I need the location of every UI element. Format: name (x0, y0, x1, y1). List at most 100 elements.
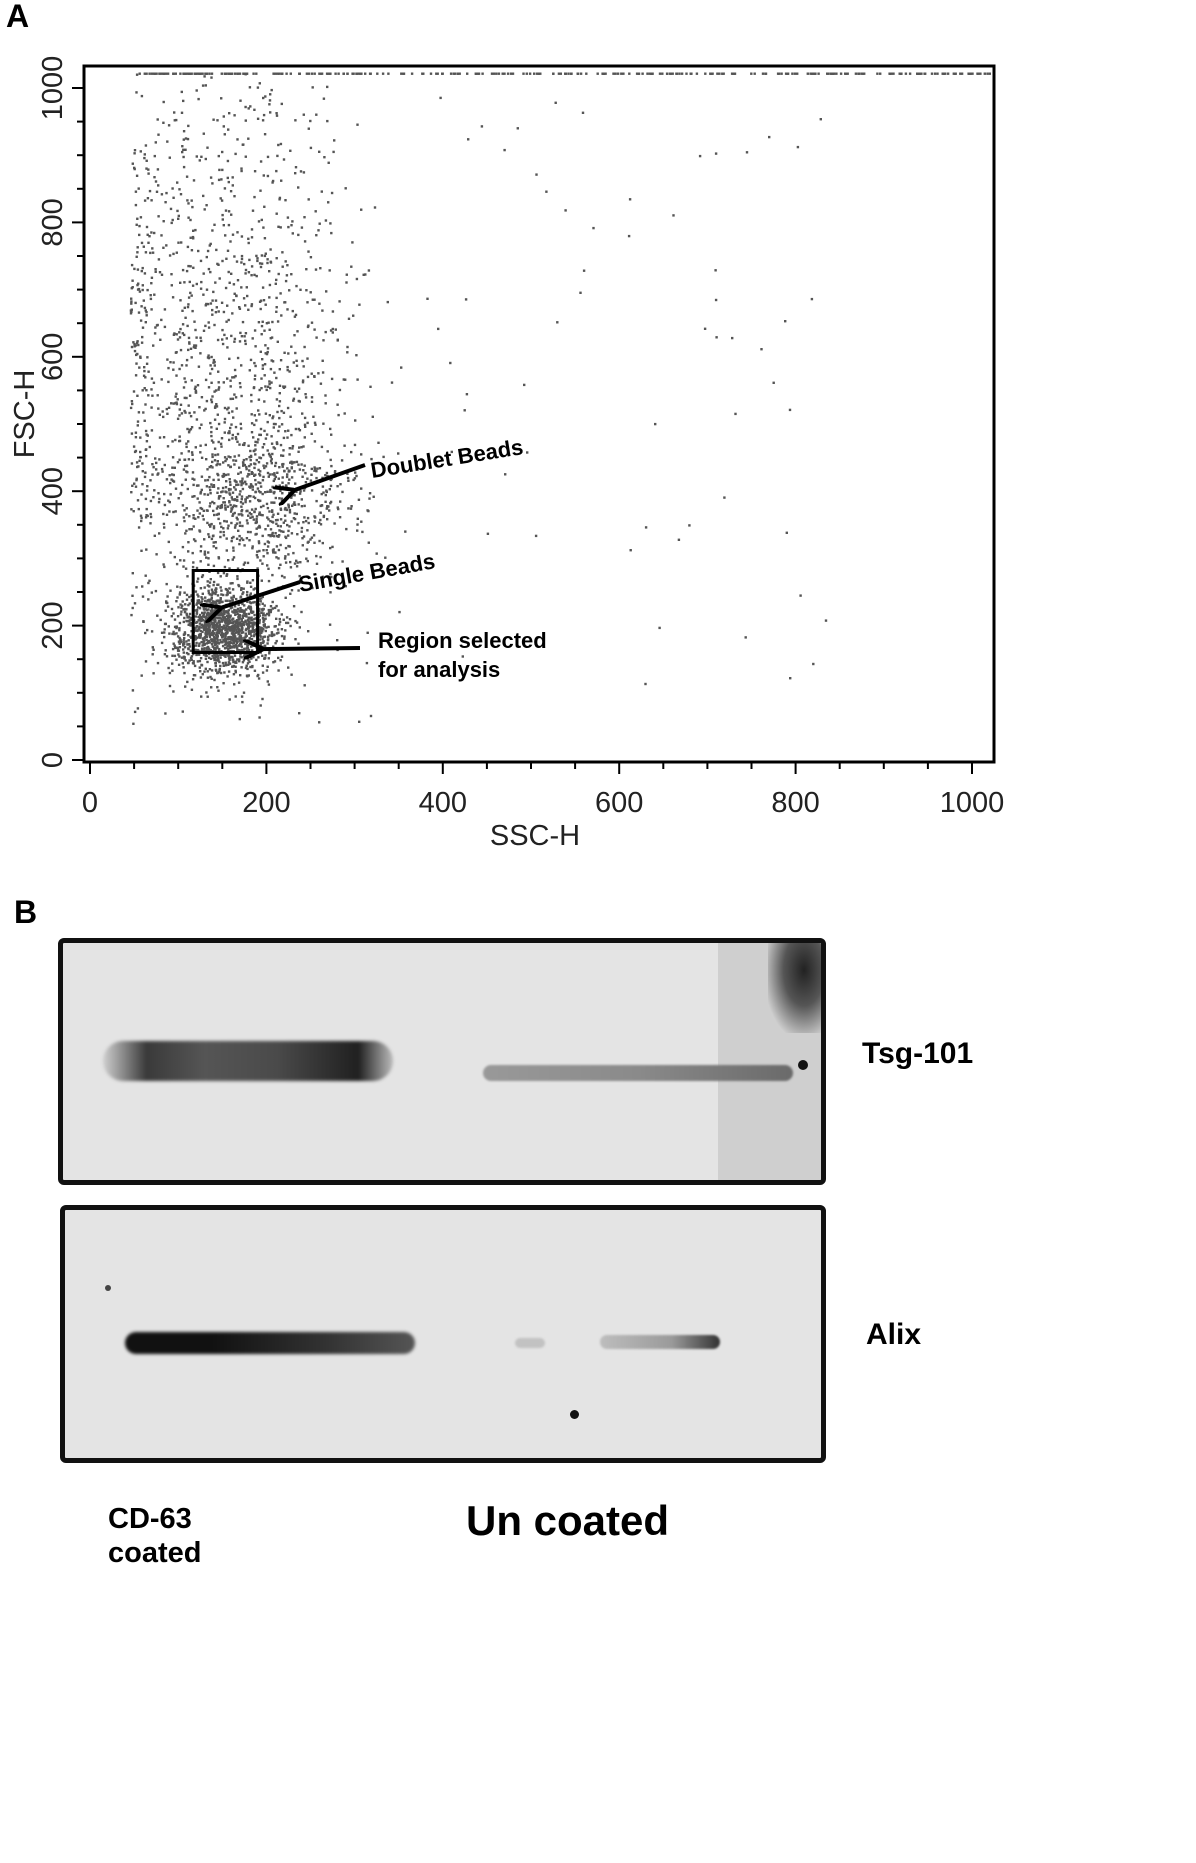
scatter-point (306, 477, 309, 480)
scatter-point (240, 631, 244, 634)
scatter-point (255, 419, 258, 422)
scatter-point (246, 580, 249, 583)
scatter-point (232, 664, 236, 668)
scatter-point (301, 381, 305, 384)
scatter-point (204, 615, 208, 619)
scatter-point (227, 180, 230, 184)
scatter-point (145, 72, 148, 75)
scatter-point (165, 582, 168, 586)
scatter-point (185, 358, 189, 362)
scatter-point (240, 505, 243, 508)
scatter-point (229, 426, 232, 430)
scatter-point (343, 444, 346, 447)
scatter-point (279, 292, 282, 295)
scatter-point (246, 675, 249, 678)
scatter-point (143, 72, 146, 75)
scatter-point (209, 488, 212, 492)
scatter-point (275, 442, 279, 445)
scatter-point (329, 72, 332, 75)
scatter-point (269, 261, 273, 264)
scatter-point (162, 246, 165, 249)
scatter-point (585, 72, 588, 75)
scatter-point (303, 240, 307, 243)
scatter-point (226, 631, 229, 634)
scatter-point (234, 613, 237, 616)
scatter-point (217, 154, 220, 158)
scatter-point (219, 671, 223, 675)
scatter-point (234, 459, 238, 462)
scatter-point (204, 378, 208, 382)
scatter-point (247, 642, 250, 646)
scatter-point (245, 483, 248, 486)
scatter-point (753, 72, 756, 75)
scatter-point (242, 614, 246, 617)
scatter-point (198, 659, 202, 663)
scatter-point (254, 533, 257, 536)
scatter-point (180, 606, 183, 609)
scatter-point (325, 290, 328, 293)
scatter-point (151, 394, 154, 397)
scatter-point (284, 430, 287, 433)
scatter-point (793, 72, 797, 75)
scatter-point (190, 655, 194, 658)
scatter-point (225, 573, 229, 576)
scatter-point (968, 72, 971, 75)
scatter-point (249, 495, 252, 498)
scatter-point (240, 588, 243, 592)
scatter-point (275, 257, 278, 260)
scatter-point (246, 655, 250, 659)
scatter-point (768, 135, 771, 139)
scatter-point (480, 125, 484, 128)
scatter-point (236, 647, 239, 650)
scatter-point (227, 657, 231, 660)
scatter-point (506, 72, 510, 75)
scatter-point (402, 72, 406, 75)
scatter-point (240, 610, 244, 613)
scatter-point (181, 600, 184, 603)
scatter-point (262, 174, 265, 177)
scatter-point (366, 509, 369, 512)
scatter-point (212, 441, 215, 444)
scatter-point (216, 460, 219, 463)
scatter-point (715, 336, 718, 339)
scatter-point (137, 526, 141, 529)
scatter-point (195, 653, 198, 657)
scatter-point (300, 463, 303, 466)
scatter-point (188, 659, 191, 662)
scatter-point (181, 145, 184, 148)
scatter-point (232, 644, 236, 648)
scatter-point (219, 530, 222, 534)
scatter-point (347, 479, 350, 482)
scatter-point (168, 671, 172, 675)
scatter-point (276, 628, 280, 631)
scatter-point (244, 304, 247, 307)
scatter-point (191, 205, 194, 209)
scatter-point (315, 554, 318, 558)
scatter-point (205, 638, 208, 642)
scatter-point (216, 338, 220, 342)
scatter-point (203, 493, 206, 496)
scatter-point (249, 607, 253, 610)
scatter-point (244, 332, 248, 335)
scatter-point (242, 458, 246, 462)
scatter-point (151, 653, 154, 656)
scatter-point (313, 467, 317, 470)
scatter-point (188, 619, 191, 622)
scatter-point (297, 589, 300, 592)
scatter-point (182, 633, 186, 636)
scatter-point (337, 72, 340, 75)
scatter-point (827, 72, 830, 75)
scatter-point (164, 649, 167, 652)
scatter-point (698, 154, 702, 158)
scatter-point (637, 72, 640, 75)
scatter-point (269, 455, 272, 458)
scatter-point (251, 337, 254, 340)
scatter-point (267, 567, 270, 570)
scatter-point (212, 525, 216, 528)
scatter-point (233, 340, 236, 343)
scatter-point (294, 482, 297, 485)
scatter-point (307, 250, 310, 253)
scatter-point (139, 514, 143, 517)
scatter-point (219, 575, 222, 578)
scatter-point (311, 86, 314, 89)
